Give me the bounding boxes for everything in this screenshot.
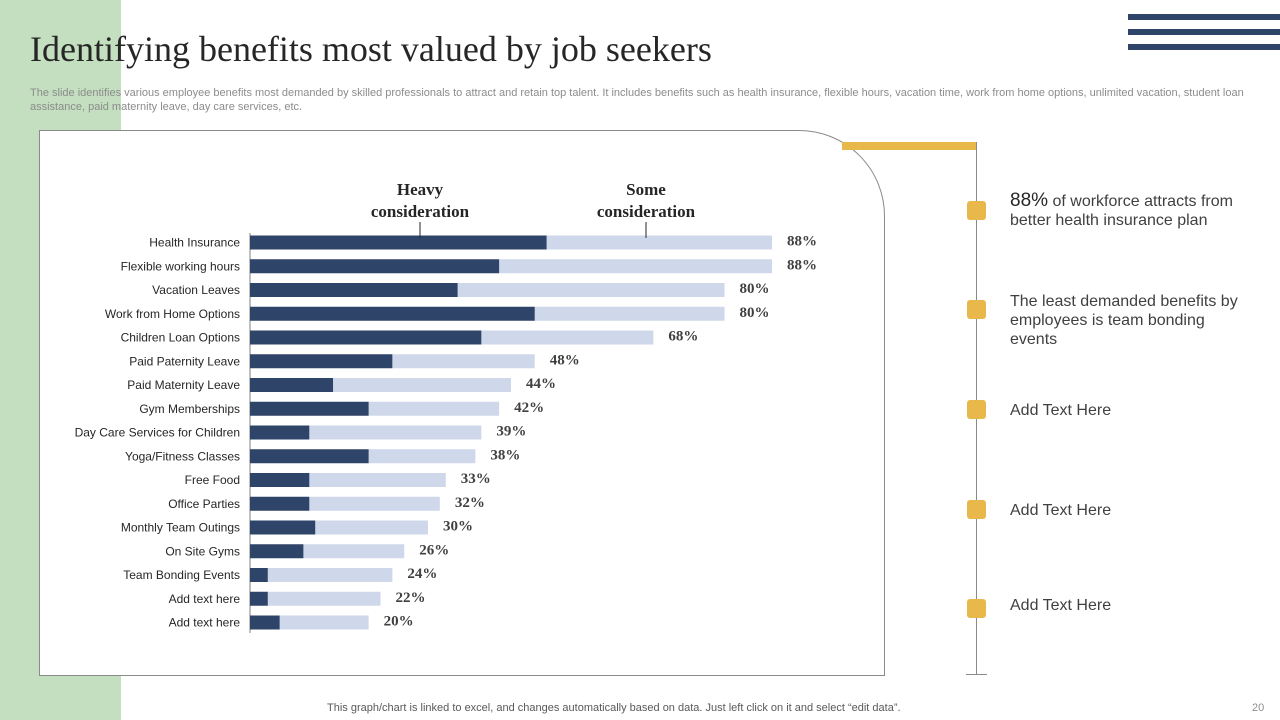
category-label: Gym Memberships [139,402,240,416]
note-1-text: of workforce attracts from better health… [1010,193,1233,229]
bar-heavy-consideration [250,520,316,535]
bar-some-consideration [368,401,500,416]
total-data-label: 22% [396,590,426,606]
total-data-label: 88% [787,234,817,250]
bar-some-consideration [534,306,725,321]
note-marker-5 [967,599,986,618]
bar-some-consideration [309,425,482,440]
total-data-label: 88% [787,257,817,273]
category-label: Paid Maternity Leave [127,378,240,392]
total-data-label: 33% [461,471,491,487]
accent-bar [842,142,976,150]
timeline-foot [966,674,987,675]
bar-heavy-consideration [250,449,369,464]
total-data-label: 30% [443,519,473,535]
page-number: 20 [1252,702,1265,714]
bar-heavy-consideration [250,235,547,250]
category-label: Paid Paternity Leave [129,354,240,368]
bar-some-consideration [481,330,654,345]
bar-some-consideration [267,568,393,582]
bar-heavy-consideration [250,568,268,582]
category-label: Add text here [169,616,241,630]
bar-heavy-consideration [250,259,500,274]
total-data-label: 80% [740,281,770,297]
note-1: 88% of workforce attracts from better he… [1010,191,1250,230]
bar-some-consideration [303,544,405,559]
note-marker-2 [967,300,986,319]
total-data-label: 38% [490,447,520,463]
bar-some-consideration [457,283,725,297]
bar-some-consideration [392,354,535,369]
stripe [1128,44,1280,50]
category-label: Office Parties [168,497,240,511]
total-data-label: 26% [419,542,449,558]
bar-heavy-consideration [250,401,369,416]
note-4: Add Text Here [1010,502,1112,519]
bar-some-consideration [279,615,369,630]
bar-some-consideration [368,449,476,464]
note-2: The least demanded benefits by employees… [1010,293,1238,348]
note-5: Add Text Here [1010,597,1112,614]
bar-some-consideration [309,473,446,487]
bar-heavy-consideration [250,496,310,511]
bar-some-consideration [499,259,772,274]
series-callout-label: Heavy [397,180,444,199]
total-data-label: 24% [407,566,437,582]
bar-heavy-consideration [250,425,310,440]
category-label: Health Insurance [149,236,240,250]
category-label: Flexible working hours [121,259,240,273]
stripe [1128,29,1280,35]
total-data-label: 44% [526,376,556,392]
category-label: Yoga/Fitness Classes [125,449,240,463]
total-data-label: 80% [740,305,770,321]
total-data-label: 32% [455,495,485,511]
category-label: Monthly Team Outings [121,521,240,535]
category-label: Day Care Services for Children [75,426,240,440]
category-label: Team Bonding Events [123,568,240,582]
bar-heavy-consideration [250,615,280,630]
note-3: Add Text Here [1010,402,1112,419]
category-label: On Site Gyms [165,544,240,558]
series-callout-label: Some [626,180,666,199]
bar-heavy-consideration [250,473,310,487]
benefits-bar-chart[interactable]: Health Insurance 88% Flexible working hour… [39,130,885,676]
bar-some-consideration [309,496,440,511]
note-marker-4 [967,500,986,519]
category-label: Children Loan Options [121,331,240,345]
footer-note: This graph/chart is linked to excel, and… [327,702,901,714]
menu-stripes-icon [1128,14,1280,59]
total-data-label: 48% [550,352,580,368]
bar-some-consideration [546,235,772,250]
note-marker-3 [967,400,986,419]
series-callout-label: consideration [597,202,696,221]
total-data-label: 42% [514,400,544,416]
bar-heavy-consideration [250,354,393,369]
bar-heavy-consideration [250,378,334,392]
bar-heavy-consideration [250,283,458,297]
total-data-label: 39% [496,424,526,440]
bar-heavy-consideration [250,330,482,345]
note-marker-1 [967,201,986,220]
bar-some-consideration [333,378,511,392]
slide-title: Identifying benefits most valued by job … [30,29,712,69]
slide-subtitle: The slide identifies various employee be… [30,87,1244,113]
stripe [1128,14,1280,20]
total-data-label: 20% [384,614,414,630]
category-label: Vacation Leaves [152,283,240,297]
bar-some-consideration [315,520,428,535]
bar-heavy-consideration [250,591,268,606]
note-1-emphasis: 88% [1010,190,1049,211]
bar-heavy-consideration [250,544,304,559]
series-callout-label: consideration [371,202,470,221]
category-label: Add text here [169,592,241,606]
total-data-label: 68% [668,329,698,345]
category-label: Work from Home Options [105,307,240,321]
category-label: Free Food [185,473,240,487]
bar-heavy-consideration [250,306,535,321]
bar-some-consideration [267,591,381,606]
